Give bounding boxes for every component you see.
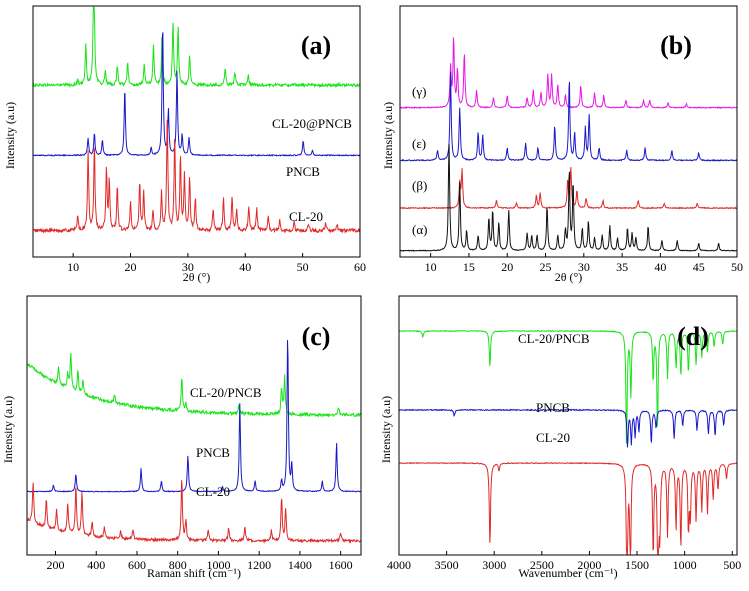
series-label: CL-20@PNCB	[272, 116, 352, 131]
x-axis-label: 2θ (°)	[183, 270, 211, 284]
y-axis-label: Intensity (a.u)	[1, 396, 15, 463]
plot-frame	[399, 5, 738, 258]
series-label: CL-20	[196, 484, 230, 499]
chart-panel-1: (γ) (ε) (β) (α) 10 15 20 25 30 35 40 45 50 2θ (°) Inte…	[381, 5, 743, 284]
chart-panel-3: CL-20/PNCB PNCB CL-20 4000 3500 3000 2500 2000 1…	[379, 295, 741, 580]
series-label: PNCB	[536, 400, 570, 415]
series-line-cl-20	[26, 480, 362, 544]
series-line-	[399, 144, 737, 252]
x-tick-label: 1500	[625, 558, 649, 572]
series-label: CL-20	[289, 209, 323, 224]
x-tick-label: 600	[128, 558, 146, 572]
x-tick-label: 45	[693, 260, 705, 274]
x-tick-label: 10	[425, 260, 437, 274]
series-label: (β)	[412, 178, 427, 193]
y-axis-label: Intensity (a.u)	[381, 102, 395, 169]
series-line-cl-20	[398, 461, 738, 556]
plot-frame	[26, 295, 362, 556]
x-tick-label: 1000	[673, 558, 697, 572]
series-label: CL-20/PNCB	[518, 331, 590, 346]
series-label: PNCB	[196, 445, 230, 460]
x-tick-label: 40	[654, 260, 666, 274]
series-line-pncb	[398, 408, 738, 448]
series-label: PNCB	[286, 164, 320, 179]
x-tick-label: 3000	[482, 558, 506, 572]
series-line-	[400, 71, 738, 162]
x-tick-label: 200	[47, 558, 65, 572]
series-line-cl-20	[32, 120, 361, 234]
x-tick-label: 25	[540, 260, 552, 274]
series-label: (α)	[412, 222, 427, 237]
plot-frame	[32, 5, 361, 258]
chart-panel-0: CL-20@PNCB PNCB CL-20 10 20 30 40 50 60 2θ (°) Int…	[3, 5, 366, 284]
x-tick-label: 50	[731, 260, 743, 274]
x-axis-label: 2θ (°)	[555, 270, 583, 284]
series-line-cl-20-pncb	[32, 6, 361, 89]
x-tick-label: 1200	[247, 558, 271, 572]
x-tick-label: 35	[616, 260, 628, 274]
x-tick-label: 30	[182, 260, 194, 274]
y-axis-label: Intensity (a.u)	[379, 396, 393, 463]
x-tick-label: 40	[239, 260, 251, 274]
series-line-pncb	[32, 32, 360, 157]
x-tick-label: 4000	[387, 558, 411, 572]
x-tick-label: 2500	[530, 558, 554, 572]
series-label: CL-20/PNCB	[190, 385, 262, 400]
x-axis-label: Wavenumber (cm⁻¹)	[518, 566, 617, 580]
panel-tag: (a)	[301, 31, 331, 60]
x-tick-label: 60	[354, 260, 366, 274]
x-tick-label: 30	[578, 260, 590, 274]
x-axis-label: Raman shift (cm⁻¹)	[147, 566, 241, 580]
x-tick-label: 1400	[288, 558, 312, 572]
panel-tag: (c)	[302, 322, 331, 351]
y-axis-label: Intensity (a.u)	[3, 102, 17, 169]
series-line-pncb	[26, 340, 362, 493]
x-tick-label: 20	[125, 260, 137, 274]
plot-frame	[398, 295, 738, 556]
x-tick-label: 50	[297, 260, 309, 274]
x-tick-label: 1600	[329, 558, 353, 572]
series-label: CL-20	[536, 430, 570, 445]
series-label: (ε)	[412, 136, 426, 151]
x-tick-label: 400	[87, 558, 105, 572]
x-tick-label: 1000	[206, 558, 230, 572]
x-tick-label: 10	[67, 260, 79, 274]
chart-panel-2: CL-20/PNCB PNCB CL-20 200 400 600 800 1000 1200 1…	[1, 295, 362, 580]
series-line-cl-20-pncb	[26, 353, 362, 418]
panel-tag: (d)	[677, 322, 709, 351]
x-tick-label: 20	[501, 260, 513, 274]
x-tick-label: 2000	[577, 558, 601, 572]
series-line-cl-20-pncb	[398, 329, 738, 444]
panel-tag: (b)	[660, 31, 692, 60]
x-tick-label: 500	[723, 558, 741, 572]
x-tick-label: 3500	[435, 558, 459, 572]
x-tick-label: 800	[169, 558, 187, 572]
series-label: (γ)	[412, 84, 426, 99]
x-tick-label: 15	[463, 260, 475, 274]
